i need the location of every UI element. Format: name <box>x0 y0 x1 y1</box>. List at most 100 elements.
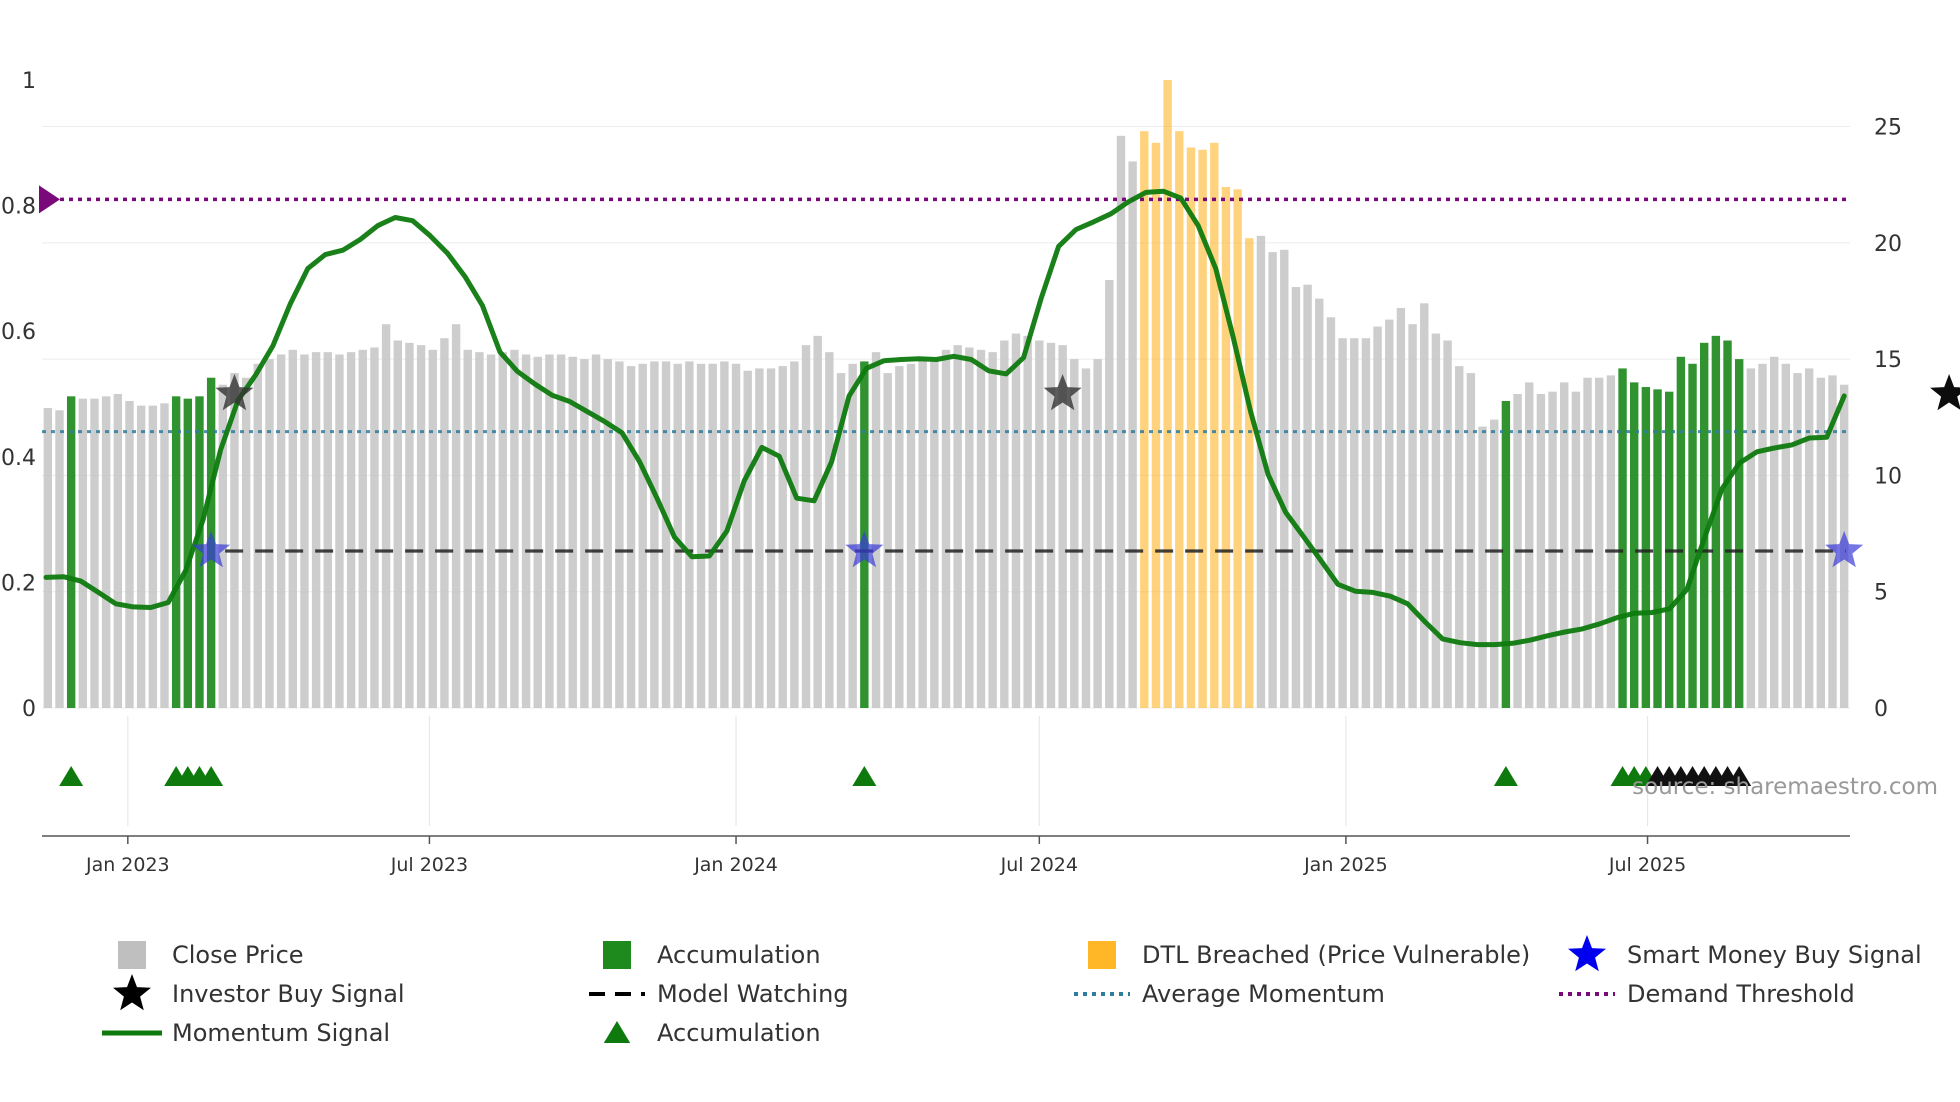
close-price-bar <box>1116 135 1126 709</box>
close-price-bar <box>1280 249 1289 708</box>
close-price-bar <box>265 359 274 708</box>
x-tick-label-5: Jul 2025 <box>1608 854 1686 876</box>
close-price-bar <box>1478 426 1487 708</box>
legend-item-avgmom: Average Momentum <box>1074 980 1385 1008</box>
close-price-bar <box>941 349 951 708</box>
close-price-bar <box>381 324 391 708</box>
close-price-bar <box>230 373 239 708</box>
accumulation-bar <box>1699 342 1709 708</box>
close-price-bar <box>766 368 776 708</box>
close-price-bar <box>1338 338 1347 708</box>
right-tick-label-3: 15 <box>1874 348 1902 373</box>
close-price-bar <box>1420 303 1429 708</box>
investor-buy-star-1 <box>1043 374 1082 411</box>
close-price-bar <box>825 352 834 708</box>
close-price-bar <box>673 363 682 708</box>
accumulation-marker-green-0 <box>59 766 84 786</box>
close-price-bar <box>405 342 414 708</box>
close-price-bar <box>883 373 892 708</box>
close-price-bar <box>603 359 612 708</box>
accumulation-bar <box>195 396 204 708</box>
legend-label-momentum: Momentum Signal <box>172 1019 390 1047</box>
close-price-bar <box>101 396 111 708</box>
accumulation-bar <box>1653 389 1662 708</box>
close-price-bar <box>498 352 507 708</box>
close-price-bar <box>1606 375 1616 708</box>
close-price-bar <box>930 359 939 708</box>
accumulation-marker-green-5 <box>852 766 877 786</box>
close-price-bar <box>136 405 146 708</box>
dtl-breached-bar <box>1140 131 1149 709</box>
close-price-bar <box>1396 307 1406 708</box>
close-price-bar <box>976 349 986 708</box>
accumulation-marker-panel <box>59 766 1752 786</box>
close-price-bar <box>1816 377 1826 708</box>
legend-label-demand: Demand Threshold <box>1627 980 1855 1008</box>
close-price-bar <box>370 347 379 708</box>
legend-item-accum-marker: Accumulation <box>603 1019 821 1047</box>
legend-label-smart: Smart Money Buy Signal <box>1627 941 1922 969</box>
close-price-bar <box>813 335 822 708</box>
left-tick-label-5: 1 <box>22 69 36 94</box>
accumulation-bar <box>171 396 181 708</box>
close-price-bar <box>276 354 286 708</box>
close-price-bar <box>43 407 53 708</box>
close-price-bar <box>1408 324 1417 708</box>
accumulation-bar <box>1734 359 1744 708</box>
close-price-bar <box>743 370 752 708</box>
close-price-bar <box>521 354 531 708</box>
right-tick-label-1: 5 <box>1874 581 1888 606</box>
x-tick-label-0: Jan 2023 <box>85 854 170 876</box>
close-price-bar <box>1431 333 1441 708</box>
close-price-bar <box>1525 382 1534 708</box>
close-price-bar <box>1793 373 1802 708</box>
close-price-bar <box>346 352 356 708</box>
close-price-bar <box>836 373 846 708</box>
close-price-bar <box>1291 287 1301 708</box>
close-price-bar <box>965 347 974 708</box>
close-price-bar <box>696 363 706 708</box>
accumulation-bar <box>66 396 76 708</box>
dtl-breached-bar <box>1175 131 1184 709</box>
close-price-bar <box>55 410 64 708</box>
x-tick-label-1: Jul 2023 <box>390 854 468 876</box>
dtl-breached-bar <box>1245 238 1254 708</box>
dtl-breached-bar <box>1186 147 1196 709</box>
close-price-bar <box>895 366 904 708</box>
accumulation-bar <box>1711 335 1721 708</box>
investor-buy-star-0 <box>215 374 254 411</box>
legend-item-accum: Accumulation <box>603 941 821 969</box>
legend-item-watching: Model Watching <box>589 980 849 1008</box>
close-price-bar <box>113 394 123 708</box>
close-price-bar <box>1560 382 1569 708</box>
close-price-bar <box>1466 373 1476 708</box>
close-price-bar <box>1758 363 1767 708</box>
accumulation-marker-green-4 <box>199 766 224 786</box>
smart-money-star-1 <box>845 531 884 568</box>
close-price-bar <box>1746 368 1756 708</box>
close-price-bar <box>1804 368 1814 708</box>
close-price-bar <box>556 354 566 708</box>
close-price-bar <box>1046 342 1056 708</box>
legend-label-accum: Accumulation <box>657 941 821 969</box>
close-price-bar <box>1093 359 1102 708</box>
reference-lines <box>39 185 1850 553</box>
close-price-bar <box>615 361 624 708</box>
left-tick-label-1: 0.2 <box>1 571 36 596</box>
close-price-bar <box>1023 335 1032 708</box>
close-price-bar <box>1326 317 1336 708</box>
legend-item-smart: Smart Money Buy Signal <box>1568 935 1922 972</box>
close-price-bar <box>708 363 717 708</box>
legend-item-momentum: Momentum Signal <box>102 1019 390 1047</box>
signal-stars <box>192 374 1960 568</box>
close-price-bar <box>241 377 251 708</box>
dtl-breached-bar <box>1151 142 1161 709</box>
close-price-bar <box>591 354 601 708</box>
accumulation-bar <box>1618 368 1627 708</box>
close-price-bar <box>685 361 694 708</box>
dtl-breached-bar <box>1210 142 1219 709</box>
accumulation-bar <box>1723 340 1732 708</box>
source-label: source: sharemaestro.com <box>1632 774 1938 800</box>
close-price-bar <box>160 403 169 708</box>
accumulation-bar <box>1641 387 1651 708</box>
